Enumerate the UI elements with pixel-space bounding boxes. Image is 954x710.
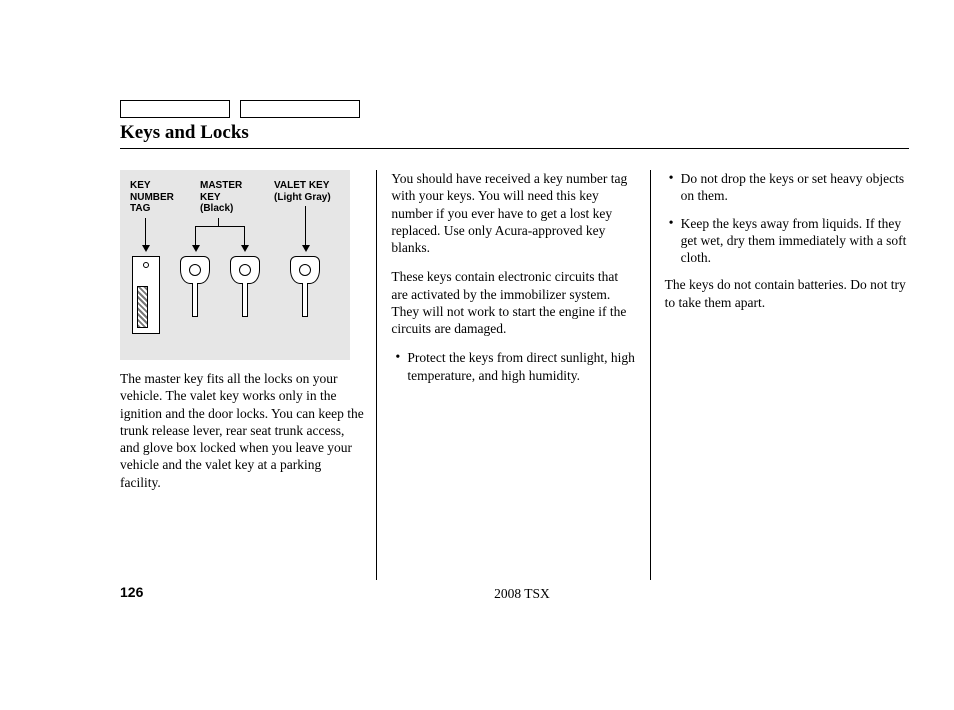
label-master-key: MASTER KEY (Black) [200,180,242,215]
footer-text: 2008 TSX [45,586,954,602]
top-box-2 [240,100,360,118]
label-subtext: (Light Gray) [274,192,331,203]
label-valet-key: VALET KEY (Light Gray) [274,180,331,203]
key-tag-pattern-icon [137,286,148,328]
manual-page: Keys and Locks KEY NUMBER TAG MASTER KEY… [0,0,954,710]
arrow-head-icon [241,245,249,252]
top-placeholder-boxes [120,100,360,118]
col3-para1: The keys do not contain batteries. Do no… [665,276,909,311]
page-title: Keys and Locks [120,122,249,144]
label-key-number-tag: KEY NUMBER TAG [130,180,174,215]
column-3: Do not drop the keys or set heavy object… [650,170,909,580]
bracket-line [195,226,245,227]
arrow-shaft [218,218,219,226]
content-columns: KEY NUMBER TAG MASTER KEY (Black) VALET … [120,170,909,580]
arrow-shaft [195,226,196,246]
label-text: KEY [130,180,151,191]
column-2: You should have received a key number ta… [376,170,649,580]
col3-bullet-1: Do not drop the keys or set heavy object… [671,170,909,205]
keys-diagram: KEY NUMBER TAG MASTER KEY (Black) VALET … [120,170,350,360]
column-1: KEY NUMBER TAG MASTER KEY (Black) VALET … [120,170,376,580]
label-text: KEY [200,192,221,203]
arrow-head-icon [142,245,150,252]
arrow-head-icon [192,245,200,252]
label-text: NUMBER [130,192,174,203]
col2-para2: These keys contain electronic circuits t… [391,268,635,337]
col3-bullets: Do not drop the keys or set heavy object… [665,170,909,266]
label-text: TAG [130,203,150,214]
col2-para1: You should have received a key number ta… [391,170,635,256]
arrow-shaft [305,206,306,246]
col2-bullet-1: Protect the keys from direct sunlight, h… [397,349,635,384]
label-text: MASTER [200,180,242,191]
arrow-head-icon [302,245,310,252]
label-text: VALET KEY [274,180,329,191]
title-rule [120,148,909,149]
col3-bullet-2: Keep the keys away from liquids. If they… [671,215,909,267]
col1-para1: The master key fits all the locks on you… [120,370,364,491]
key-tag-hole-icon [143,262,149,268]
arrow-shaft [145,218,146,246]
col2-bullets: Protect the keys from direct sunlight, h… [391,349,635,384]
top-box-1 [120,100,230,118]
arrow-shaft [244,226,245,246]
label-subtext: (Black) [200,203,233,214]
